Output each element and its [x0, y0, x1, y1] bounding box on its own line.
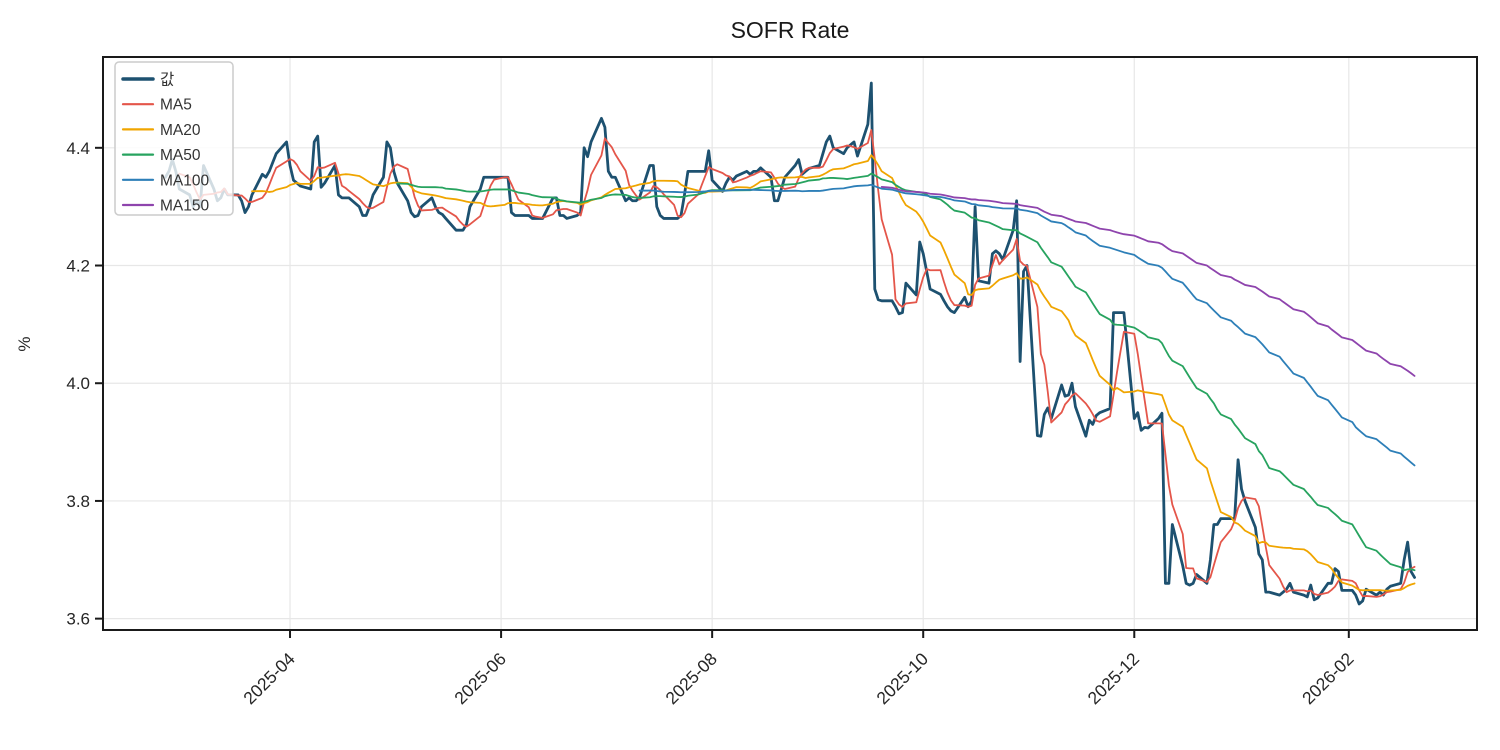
y-tick-label: 4.0 [66, 374, 90, 393]
y-tick-label: 4.4 [66, 139, 90, 158]
series-line-값 [164, 81, 1416, 606]
y-axis-label: % [15, 336, 34, 351]
legend: 값 MA5 MA20 MA50 MA100 MA150 [114, 61, 234, 216]
legend-item-label: MA20 [160, 122, 201, 139]
legend-item-값: 값 [121, 71, 174, 89]
plot-border [102, 56, 1478, 631]
legend-item-label: MA150 [160, 198, 209, 215]
legend-box [114, 61, 234, 216]
x-tick-label: 2025-08 [661, 649, 721, 709]
legend-item-label: MA50 [160, 147, 201, 164]
legend-item-label: MA5 [160, 97, 192, 114]
x-tick-label: 2025-06 [450, 649, 510, 709]
series-line-MA150 [880, 186, 1416, 377]
y-tick-label: 4.2 [66, 257, 90, 276]
grid-lines [103, 57, 1477, 630]
series-line-MA100 [638, 183, 1416, 467]
legend-item-ma50: MA50 [121, 147, 201, 164]
legend-item-label: 값 [160, 71, 174, 89]
legend-item-ma100: MA100 [121, 172, 209, 189]
legend-item-label: MA100 [160, 172, 209, 189]
y-tick-label: 3.6 [66, 610, 90, 629]
x-tick-label: 2026-02 [1298, 649, 1358, 709]
x-tick-label: 2025-04 [239, 649, 299, 709]
legend-item-ma20: MA20 [121, 122, 201, 139]
x-tick-label: 2025-12 [1084, 649, 1144, 709]
series-line-MA5 [178, 129, 1416, 598]
x-tick-label: 2025-10 [872, 649, 932, 709]
data-series [164, 81, 1416, 606]
legend-item-ma150: MA150 [121, 198, 209, 215]
legend-item-ma5: MA5 [121, 97, 192, 114]
series-line-MA20 [251, 154, 1416, 592]
series-line-MA50 [396, 172, 1416, 572]
chart-title: SOFR Rate [731, 17, 850, 43]
y-tick-label: 3.8 [66, 492, 90, 511]
